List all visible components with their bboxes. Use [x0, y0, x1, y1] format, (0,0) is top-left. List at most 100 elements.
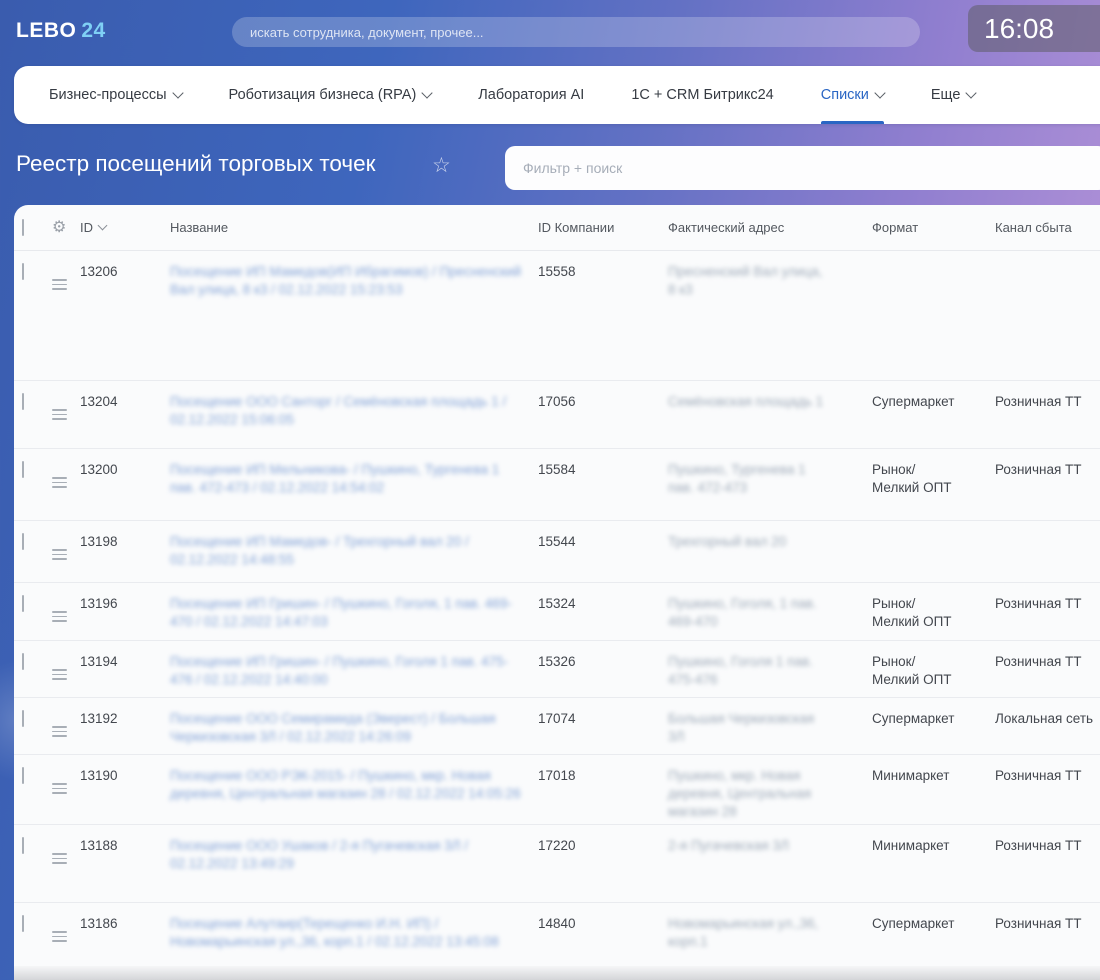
row-format: Супермаркет [872, 394, 955, 409]
nav-item-label: Еще [930, 87, 961, 103]
row-checkbox[interactable] [22, 710, 24, 727]
row-menu-icon[interactable] [52, 669, 67, 683]
nav-item-label: Роботизация бизнеса (RPA) [228, 87, 417, 103]
row-address: Пушкино, Гоголя 1 пав. 475-476 [668, 654, 813, 687]
favorite-star-icon[interactable]: ☆ [432, 154, 451, 177]
row-format: Супермаркет [872, 711, 955, 726]
row-address: Пресненский Вал улица, 8 к3 [668, 264, 823, 297]
chevron-down-icon [874, 87, 886, 99]
row-channel: Розничная ТТ [995, 394, 1082, 409]
column-header-company-id[interactable]: ID Компании [538, 220, 615, 235]
nav-item[interactable]: Роботизация бизнеса (RPA) [228, 66, 433, 124]
row-name-link[interactable]: Посещение ИП Гришин- / Пушкино, Гоголя, … [170, 596, 512, 629]
row-name-link[interactable]: Посещение ИП Мамедов(ИП Ибрагимов) / Пре… [170, 264, 522, 297]
row-menu-cell [52, 449, 80, 496]
row-checkbox-cell [22, 521, 52, 551]
table-row: 13190 Посещение ООО РЭК-2015- / Пушкино,… [14, 755, 1100, 825]
table-row: 13200 Посещение ИП Мельникова- / Пушкино… [14, 449, 1100, 521]
table-row: 13204 Посещение ООО Санторг / Семёновска… [14, 381, 1100, 449]
row-menu-cell [52, 583, 80, 630]
row-channel: Розничная ТТ [995, 596, 1082, 611]
list-panel: ⚙ ID Название ID Компании Фактический ад… [14, 205, 1100, 980]
row-name-link[interactable]: Посещение ООО Ушаков / 2-я Пугачевская 3… [170, 838, 469, 871]
row-menu-cell [52, 755, 80, 802]
row-channel: Розничная ТТ [995, 916, 1082, 931]
row-id: 13206 [80, 264, 118, 279]
nav-item-label: Лаборатория AI [478, 87, 585, 103]
row-menu-icon[interactable] [52, 931, 67, 945]
column-header-format[interactable]: Формат [872, 220, 919, 235]
row-checkbox-cell [22, 825, 52, 855]
row-checkbox[interactable] [22, 595, 24, 612]
row-id: 13204 [80, 394, 118, 409]
row-menu-icon[interactable] [52, 549, 67, 563]
nav-item[interactable]: Списки [820, 66, 886, 124]
row-name-link[interactable]: Посещение ИП Мельникова- / Пушкино, Тург… [170, 462, 500, 495]
row-address: Пушкино, мкр. Новая деревня, Центральная… [668, 768, 812, 819]
select-all-checkbox[interactable] [22, 219, 24, 236]
sort-chevron-down-icon [97, 220, 108, 231]
row-name-link[interactable]: Посещение ООО Санторг / Семёновская площ… [170, 394, 507, 427]
column-header-id[interactable]: ID [80, 220, 170, 235]
filter-search [505, 146, 1100, 190]
row-id: 13186 [80, 916, 118, 931]
column-header-address[interactable]: Фактический адрес [668, 220, 785, 235]
row-checkbox-cell [22, 251, 52, 281]
chevron-down-icon [965, 87, 978, 99]
nav-item[interactable]: Еще [930, 66, 978, 124]
row-menu-icon[interactable] [52, 726, 67, 740]
row-company-id: 17018 [538, 768, 576, 783]
row-menu-icon[interactable] [52, 611, 67, 625]
row-format: Минимаркет [872, 838, 950, 853]
row-channel [995, 251, 1100, 263]
row-name-link[interactable]: Посещение ИП Мамедов- / Трехгорный вал 2… [170, 534, 469, 567]
row-checkbox[interactable] [22, 837, 24, 854]
row-menu-icon[interactable] [52, 853, 67, 867]
row-name-link[interactable]: Посещение ООО Семирамида (Эверест) / Бол… [170, 711, 496, 744]
row-id: 13196 [80, 596, 118, 611]
row-company-id: 14840 [538, 916, 576, 931]
filter-search-input[interactable] [505, 146, 1100, 190]
row-name-link[interactable]: Посещение Алутаир(Терещенко И.Н. ИП) / Н… [170, 916, 499, 949]
column-header-name[interactable]: Название [170, 220, 229, 235]
row-format: Рынок/ Мелкий ОПТ [872, 654, 952, 687]
row-menu-icon[interactable] [52, 279, 67, 293]
table-row: 13206 Посещение ИП Мамедов(ИП Ибрагимов)… [14, 251, 1100, 381]
row-address: Трехгорный вал 20 [668, 534, 787, 549]
row-company-id: 17074 [538, 711, 576, 726]
row-menu-icon[interactable] [52, 409, 67, 423]
row-company-id: 15326 [538, 654, 576, 669]
column-label-id: ID [80, 220, 93, 235]
global-search-input[interactable] [232, 17, 920, 47]
logo[interactable]: LEBO 24 [16, 19, 106, 43]
row-id: 13188 [80, 838, 118, 853]
nav-item[interactable]: 1С + CRM Битрикс24 [631, 66, 773, 124]
row-address: Пушкино, Тургенева 1 пав. 472-473 [668, 462, 806, 495]
row-id: 13194 [80, 654, 118, 669]
row-address: Пушкино, Гоголя, 1 пав. 469-470 [668, 596, 817, 629]
row-checkbox[interactable] [22, 653, 24, 670]
scrollbar-track[interactable] [14, 966, 1100, 980]
row-menu-icon[interactable] [52, 783, 67, 797]
row-channel: Розничная ТТ [995, 838, 1082, 853]
row-name-link[interactable]: Посещение ООО РЭК-2015- / Пушкино, мкр. … [170, 768, 521, 801]
gear-icon[interactable]: ⚙ [52, 218, 67, 236]
row-format: Супермаркет [872, 916, 955, 931]
nav-item-label: Бизнес-процессы [49, 87, 167, 103]
nav-item[interactable]: Бизнес-процессы [49, 66, 184, 124]
row-checkbox[interactable] [22, 461, 24, 478]
row-name-link[interactable]: Посещение ИП Гришин- / Пушкино, Гоголя 1… [170, 654, 509, 687]
column-header-channel[interactable]: Канал сбыта [995, 220, 1072, 235]
row-checkbox[interactable] [22, 533, 24, 550]
row-address: 2-я Пугачевская 3Л [668, 838, 789, 853]
row-menu-icon[interactable] [52, 477, 67, 491]
header-settings-cell: ⚙ [52, 218, 80, 236]
row-company-id: 15324 [538, 596, 576, 611]
row-checkbox[interactable] [22, 263, 24, 280]
nav-item[interactable]: Лаборатория AI [478, 66, 584, 124]
row-checkbox[interactable] [22, 915, 24, 932]
row-checkbox[interactable] [22, 393, 24, 410]
row-company-id: 15558 [538, 264, 576, 279]
row-checkbox[interactable] [22, 767, 24, 784]
row-checkbox-cell [22, 641, 52, 671]
